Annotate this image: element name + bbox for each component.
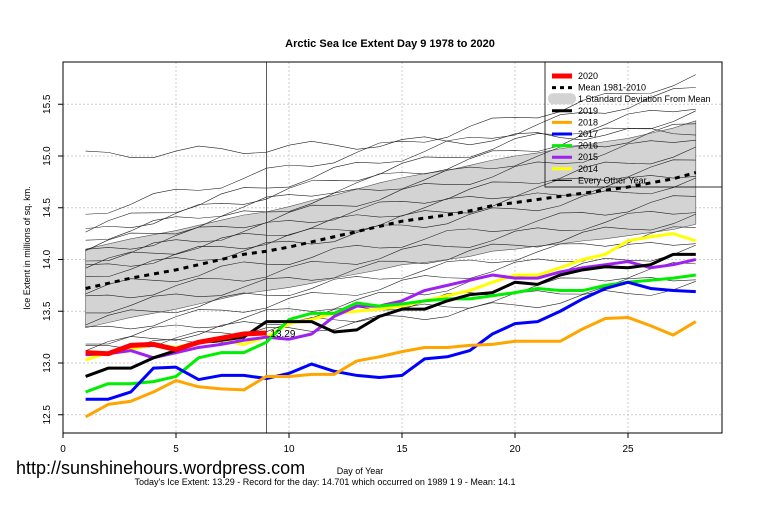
every-other-year-line [85,211,696,299]
series-line-2015 [85,258,697,360]
current-value-label: 13.29 [270,329,295,340]
y-tick-label: 15.0 [42,146,53,166]
y-tick-label: 15.5 [42,94,53,114]
legend-swatch-band [548,93,576,105]
x-tick-label: 15 [396,444,408,455]
legend-label: 2017 [578,129,598,139]
y-axis-label: Ice Extent in millions of sq. km. [22,186,32,310]
every-other-year-line [85,123,696,251]
legend-label: Every Other Year [578,175,647,185]
y-tick-label: 13.0 [42,353,53,373]
legend-label: 1 Standard Deviation From Mean [578,94,711,104]
series-line-2018 [84,315,697,419]
y-tick-label: 13.5 [42,301,53,321]
legend-label: 2020 [578,71,598,81]
every-other-year-line [85,139,696,250]
every-other-year-line [85,226,696,326]
chart-title: Arctic Sea Ice Extent Day 9 1978 to 2020 [285,38,495,50]
legend-label: 2014 [578,164,598,174]
every-other-year-line [85,74,696,215]
x-tick-label: 5 [173,444,179,455]
every-other-year-line [85,213,696,314]
legend-label: 2018 [578,117,598,127]
legend-label: 2015 [578,152,598,162]
every-other-year-line [85,175,696,267]
every-other-year-line [85,110,696,241]
legend-label: Mean 1981-2010 [578,83,646,93]
every-other-year-line [85,195,696,295]
every-other-year-line [85,128,696,158]
every-other-year-line [85,159,696,269]
plot-frame [62,61,723,434]
series-line-2017 [85,280,696,401]
x-tick-label: 0 [60,444,66,455]
x-axis-label: Day of Year [337,466,384,476]
x-tick-label: 25 [622,444,634,455]
legend-label: 2019 [578,106,598,116]
every-other-year-line [85,244,696,345]
website-url[interactable]: http://sunshinehours.wordpress.com [16,458,306,478]
mean-line [85,171,697,290]
every-other-year-line [85,262,696,352]
y-tick-label: 14.0 [42,249,53,269]
series-line-2016 [85,273,697,394]
legend-box [544,61,723,188]
x-tick-label: 10 [283,444,295,455]
footer-stats: Today's Ice Extent: 13.29 - Record for t… [134,477,516,487]
x-tick-label: 20 [509,444,521,455]
every-other-year-line [85,108,696,229]
y-tick-label: 14.5 [42,198,53,218]
legend-label: 2016 [578,141,598,151]
y-tick-label: 12.5 [42,405,53,425]
series-line-2020 [85,330,267,357]
every-other-year-line [85,146,696,262]
